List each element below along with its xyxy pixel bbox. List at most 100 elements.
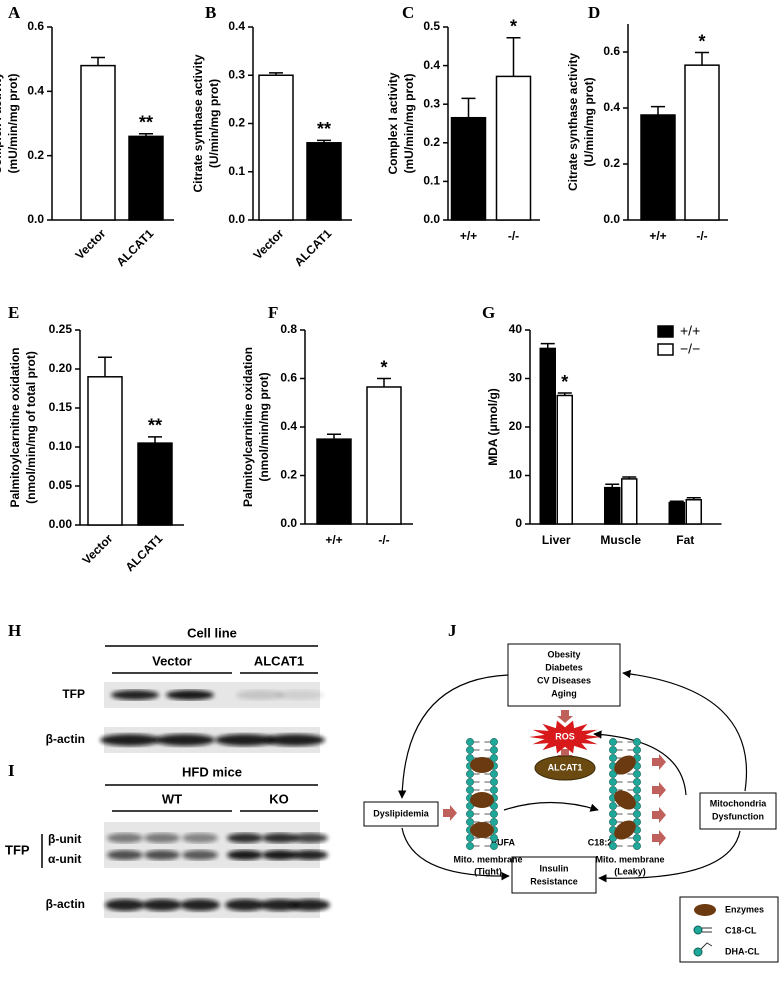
lipid-head (609, 802, 617, 810)
node-label: (Tight) (474, 866, 502, 876)
row-label: TFP (5, 842, 30, 857)
row-label: TFP (62, 687, 85, 701)
x-tick-label: Vector (251, 226, 287, 262)
red-arrow (557, 710, 573, 723)
node-box (507, 643, 621, 707)
y-tick-label: 0.0 (280, 516, 297, 530)
lipid-head (609, 818, 617, 826)
error-bar (557, 392, 572, 396)
blot-band (227, 850, 263, 860)
legend-c18-tail (702, 927, 712, 933)
row-label: β-actin (46, 732, 85, 746)
red-arrow (443, 805, 457, 821)
subunit-label: α-unit (48, 852, 81, 866)
x-tick-label: -/- (378, 533, 389, 547)
panel-letter: F (268, 303, 278, 322)
node-label: Mito. membrane (595, 854, 664, 864)
error-bar (317, 139, 331, 143)
y-tick-label: 0.6 (603, 44, 620, 58)
blot-title: HFD mice (182, 764, 242, 779)
x-tick-label: Liver (542, 533, 571, 547)
panel-letter: B (205, 3, 216, 22)
bar (495, 75, 532, 221)
legend-swatch (657, 343, 674, 356)
blot-band (180, 899, 220, 911)
blot-band (265, 734, 325, 746)
y-tick-label: 0.25 (49, 322, 73, 336)
bar (640, 114, 676, 221)
node-label: Obesity (547, 649, 580, 659)
membrane-enzyme (614, 755, 636, 775)
blot-band (215, 734, 275, 746)
lipid-head (609, 842, 617, 850)
lipid-head (490, 834, 498, 842)
legend-c18 (693, 925, 703, 935)
y-axis-label: (mU/min/mg prot) (402, 74, 416, 174)
y-axis-label: (mU/min/mg prot) (6, 74, 20, 174)
error-bar (669, 500, 684, 503)
node-label: Resistance (530, 876, 578, 886)
node-label: Dysfunction (712, 811, 764, 821)
y-axis-label: MDA (μmol/g) (486, 388, 500, 466)
y-axis-label: (nmol/min/mg prot) (257, 372, 271, 481)
lipid-head (609, 754, 617, 762)
red-arrow (652, 830, 666, 846)
y-tick-label: 0.20 (49, 361, 73, 375)
legend-dha-tail (700, 942, 713, 950)
panel-letter: D (588, 3, 600, 22)
node-label: Mitochondria (710, 798, 767, 808)
legend-label: −/− (680, 341, 700, 357)
lipid-head (633, 738, 641, 746)
blot-band (105, 899, 145, 911)
subunit-label: β-unit (48, 832, 81, 846)
y-tick-label: 0.6 (27, 19, 44, 33)
ros-star (529, 720, 601, 754)
significance-mark: ** (148, 416, 162, 436)
blot-title: Cell line (187, 625, 237, 640)
x-tick-label: +/+ (460, 229, 477, 243)
lipid-head (609, 738, 617, 746)
x-tick-label: Muscle (600, 533, 641, 547)
x-tick-label: ALCAT1 (114, 226, 157, 269)
y-tick-label: 0.3 (423, 96, 440, 110)
y-axis-label: Palmitoylcarnitine oxidation (241, 347, 255, 507)
lipid-head (609, 778, 617, 786)
lipid-head (490, 738, 498, 746)
group-label: WT (162, 791, 182, 806)
y-axis-label: (U/min/mg prot) (207, 79, 221, 168)
x-tick-label: +/+ (325, 533, 342, 547)
arrow (622, 669, 747, 792)
node-label: CV Diseases (537, 675, 591, 685)
panel-letter: G (482, 303, 495, 322)
y-axis-label: Citrate synthase activity (191, 54, 205, 192)
y-tick-label: 30 (509, 371, 523, 385)
node-label: ROS (555, 731, 575, 741)
group-label: ALCAT1 (254, 653, 304, 668)
lipid-head (633, 842, 641, 850)
bar (258, 74, 294, 221)
node-box (699, 792, 777, 830)
error-bar (686, 497, 701, 500)
y-tick-label: 0.0 (228, 212, 245, 226)
panel-letter: J (448, 621, 457, 640)
lipid-head (609, 786, 617, 794)
bar (128, 135, 164, 221)
bar (366, 386, 402, 525)
x-tick-label: Fat (676, 533, 694, 547)
arrow (401, 827, 510, 881)
blot-band (142, 899, 182, 911)
blot-band (107, 833, 143, 843)
error-bar (91, 56, 105, 66)
y-tick-label: 0.8 (280, 322, 297, 336)
y-tick-label: 20 (509, 419, 523, 433)
y-tick-label: 0.00 (49, 517, 73, 531)
blot-band (290, 899, 330, 911)
blot-panel (104, 822, 320, 868)
y-tick-label: 0.0 (603, 212, 620, 226)
blot-band (292, 850, 328, 860)
node-label: Diabetes (545, 662, 583, 672)
lipid-head (466, 778, 474, 786)
y-tick-label: 0.1 (228, 164, 245, 178)
